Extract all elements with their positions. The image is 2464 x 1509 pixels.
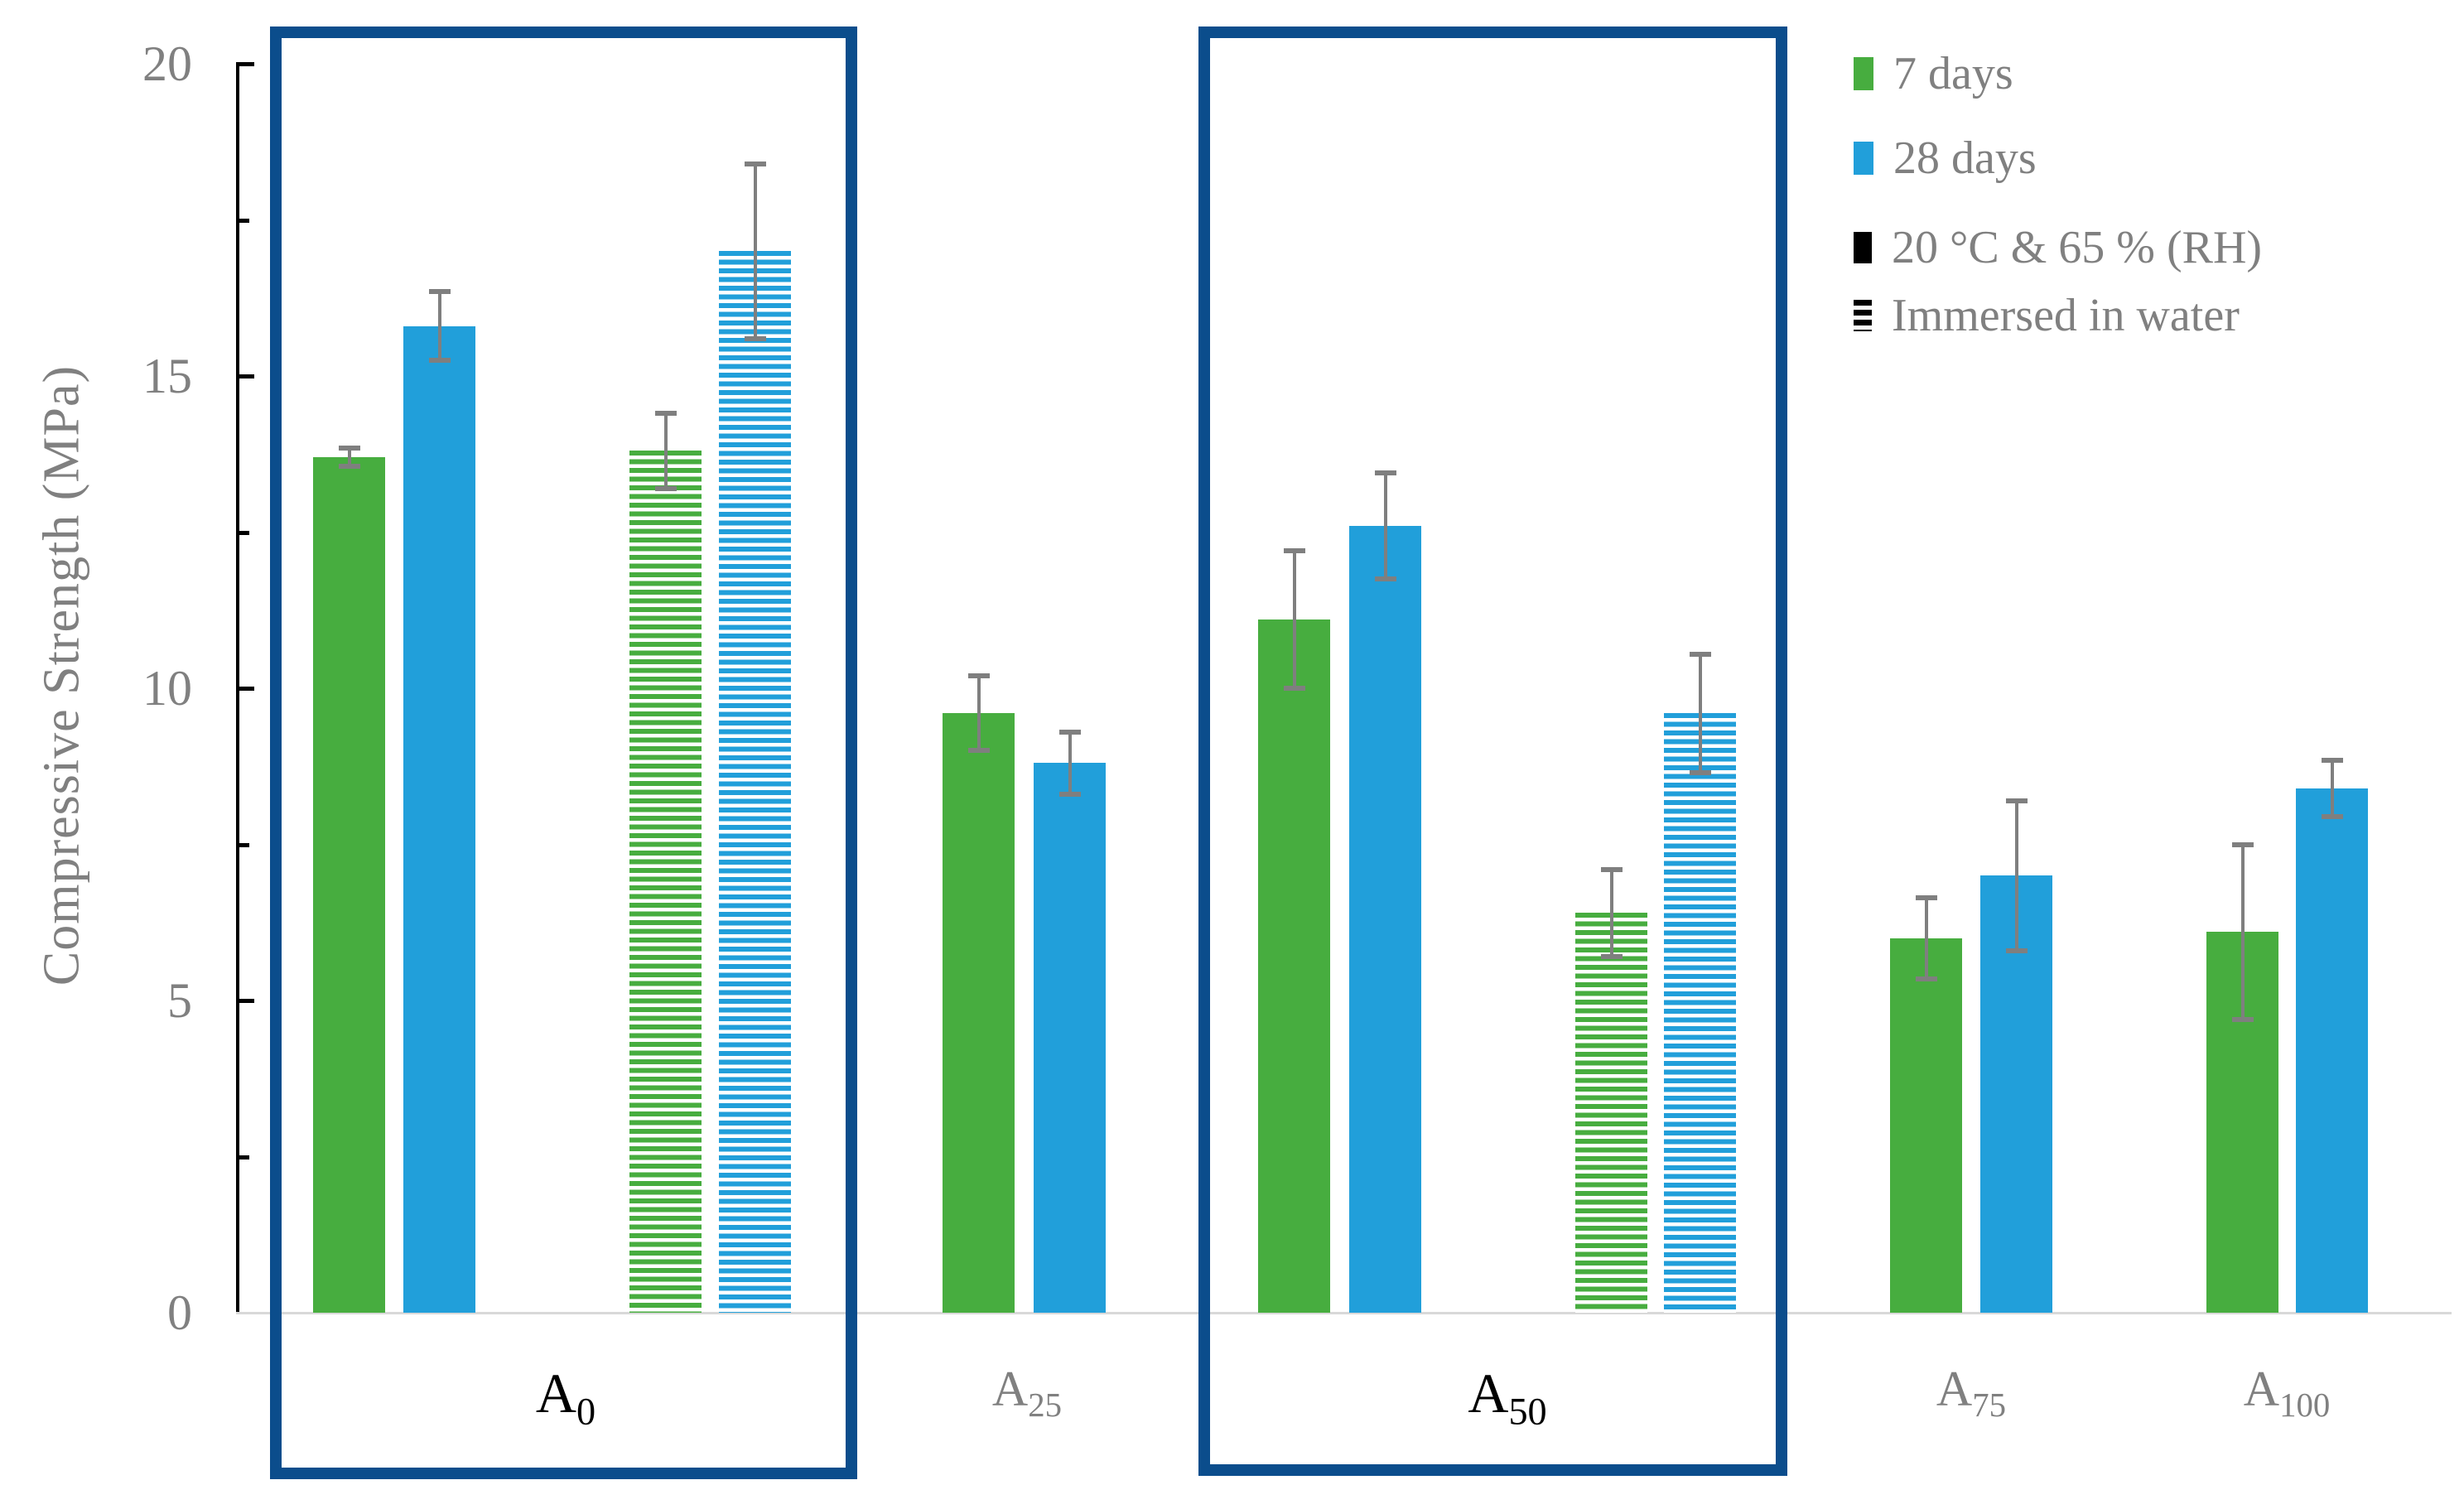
error-bar-line — [1383, 472, 1387, 580]
x-label-A100: A100 — [2243, 1362, 2331, 1424]
error-bar-line — [753, 163, 757, 339]
bar-A0-28d-im — [719, 251, 791, 1313]
error-bar-cap-bottom — [338, 464, 360, 470]
error-bar-line — [1609, 869, 1613, 957]
y-major-tick — [238, 999, 254, 1003]
bar-A25-7d-rh — [943, 713, 1015, 1313]
bar-A25-28d-rh — [1034, 763, 1106, 1313]
bar-A75-7d-rh — [1890, 938, 1962, 1313]
error-bar-cap-top — [1058, 729, 1081, 735]
x-label-A75: A75 — [1936, 1362, 2007, 1424]
y-minor-tick — [238, 530, 249, 535]
legend-item: Immersed in water — [1854, 290, 2240, 341]
y-tick-label: 15 — [142, 349, 192, 403]
error-bar-cap-bottom — [654, 485, 677, 491]
y-minor-tick — [238, 218, 249, 223]
legend-swatch-black-hatch — [1854, 300, 1872, 331]
error-bar-line — [2240, 844, 2245, 1020]
error-bar-cap-bottom — [428, 358, 451, 364]
error-bar-cap-top — [744, 161, 766, 166]
error-bar-line — [1292, 551, 1296, 688]
x-axis-baseline — [236, 1312, 2452, 1314]
error-bar-cap-top — [1600, 866, 1623, 872]
bar-A100-28d-rh — [2296, 788, 2368, 1313]
error-bar-cap-bottom — [1374, 576, 1396, 582]
legend-item: 20 °C & 65 % (RH) — [1854, 222, 2262, 273]
legend-item-label: Immersed in water — [1892, 290, 2240, 341]
error-bar-cap-bottom — [1283, 686, 1305, 691]
bar-A50-7d-im — [1575, 913, 1647, 1313]
bar-A0-28d-rh — [403, 325, 475, 1313]
error-bar-cap-bottom — [2231, 1016, 2254, 1022]
error-bar-cap-bottom — [744, 335, 766, 341]
error-bar-cap-bottom — [1915, 976, 1937, 981]
error-bar-cap-top — [1374, 470, 1396, 475]
x-label-A50: A50 — [1468, 1362, 1547, 1434]
error-bar-cap-top — [1689, 651, 1711, 657]
legend-item: 28 days — [1854, 133, 2037, 184]
legend-item-label: 20 °C & 65 % (RH) — [1892, 222, 2263, 273]
y-tick-label: 5 — [167, 973, 192, 1028]
bar-A0-7d-im — [629, 451, 702, 1313]
error-bar-cap-bottom — [1600, 954, 1623, 960]
y-major-tick — [238, 687, 254, 691]
error-bar-cap-bottom — [967, 748, 990, 754]
error-bar-cap-bottom — [1689, 769, 1711, 775]
legend-swatch-black-solid — [1854, 232, 1872, 263]
error-bar-line — [2014, 800, 2018, 951]
y-major-tick — [238, 374, 254, 378]
x-label-A25: A25 — [991, 1362, 1063, 1424]
legend-swatch-green-solid — [1854, 57, 1873, 90]
error-bar-line — [1068, 731, 1072, 795]
error-bar-line — [347, 447, 351, 467]
y-tick-label: 0 — [167, 1285, 192, 1340]
highlight-box-A0 — [270, 27, 857, 1479]
error-bar-cap-top — [654, 411, 677, 417]
legend-swatch-blue-solid — [1854, 142, 1873, 175]
y-tick-label: 20 — [142, 36, 192, 91]
error-bar-cap-top — [428, 289, 451, 295]
y-tick-label: 10 — [142, 661, 192, 716]
bar-A0-7d-rh — [313, 457, 385, 1313]
error-bar-cap-top — [1915, 894, 1937, 900]
y-minor-tick — [238, 842, 249, 847]
error-bar-line — [663, 413, 668, 489]
bar-A50-7d-rh — [1258, 620, 1330, 1313]
error-bar-cap-top — [967, 673, 990, 678]
error-bar-cap-top — [2231, 841, 2254, 847]
bar-A50-28d-im — [1664, 713, 1736, 1313]
highlight-box-A50 — [1198, 27, 1787, 1476]
error-bar-cap-top — [1283, 548, 1305, 554]
legend-item-label: 7 days — [1893, 48, 2013, 99]
legend-item-label: 28 days — [1893, 133, 2037, 184]
y-minor-tick — [238, 1155, 249, 1159]
error-bar-line — [2330, 759, 2334, 817]
x-label-A0: A0 — [535, 1362, 596, 1434]
error-bar-cap-bottom — [2321, 813, 2343, 819]
error-bar-line — [437, 292, 441, 361]
error-bar-cap-top — [2321, 757, 2343, 763]
bar-A50-28d-rh — [1349, 525, 1421, 1313]
error-bar-line — [1698, 653, 1702, 773]
error-bar-line — [1924, 897, 1928, 979]
legend-item: 7 days — [1854, 48, 2013, 99]
error-bar-cap-bottom — [1058, 792, 1081, 798]
y-major-tick — [238, 62, 254, 66]
error-bar-line — [976, 675, 981, 751]
error-bar-cap-top — [2005, 798, 2028, 803]
error-bar-cap-bottom — [2005, 947, 2028, 953]
error-bar-cap-top — [338, 445, 360, 451]
